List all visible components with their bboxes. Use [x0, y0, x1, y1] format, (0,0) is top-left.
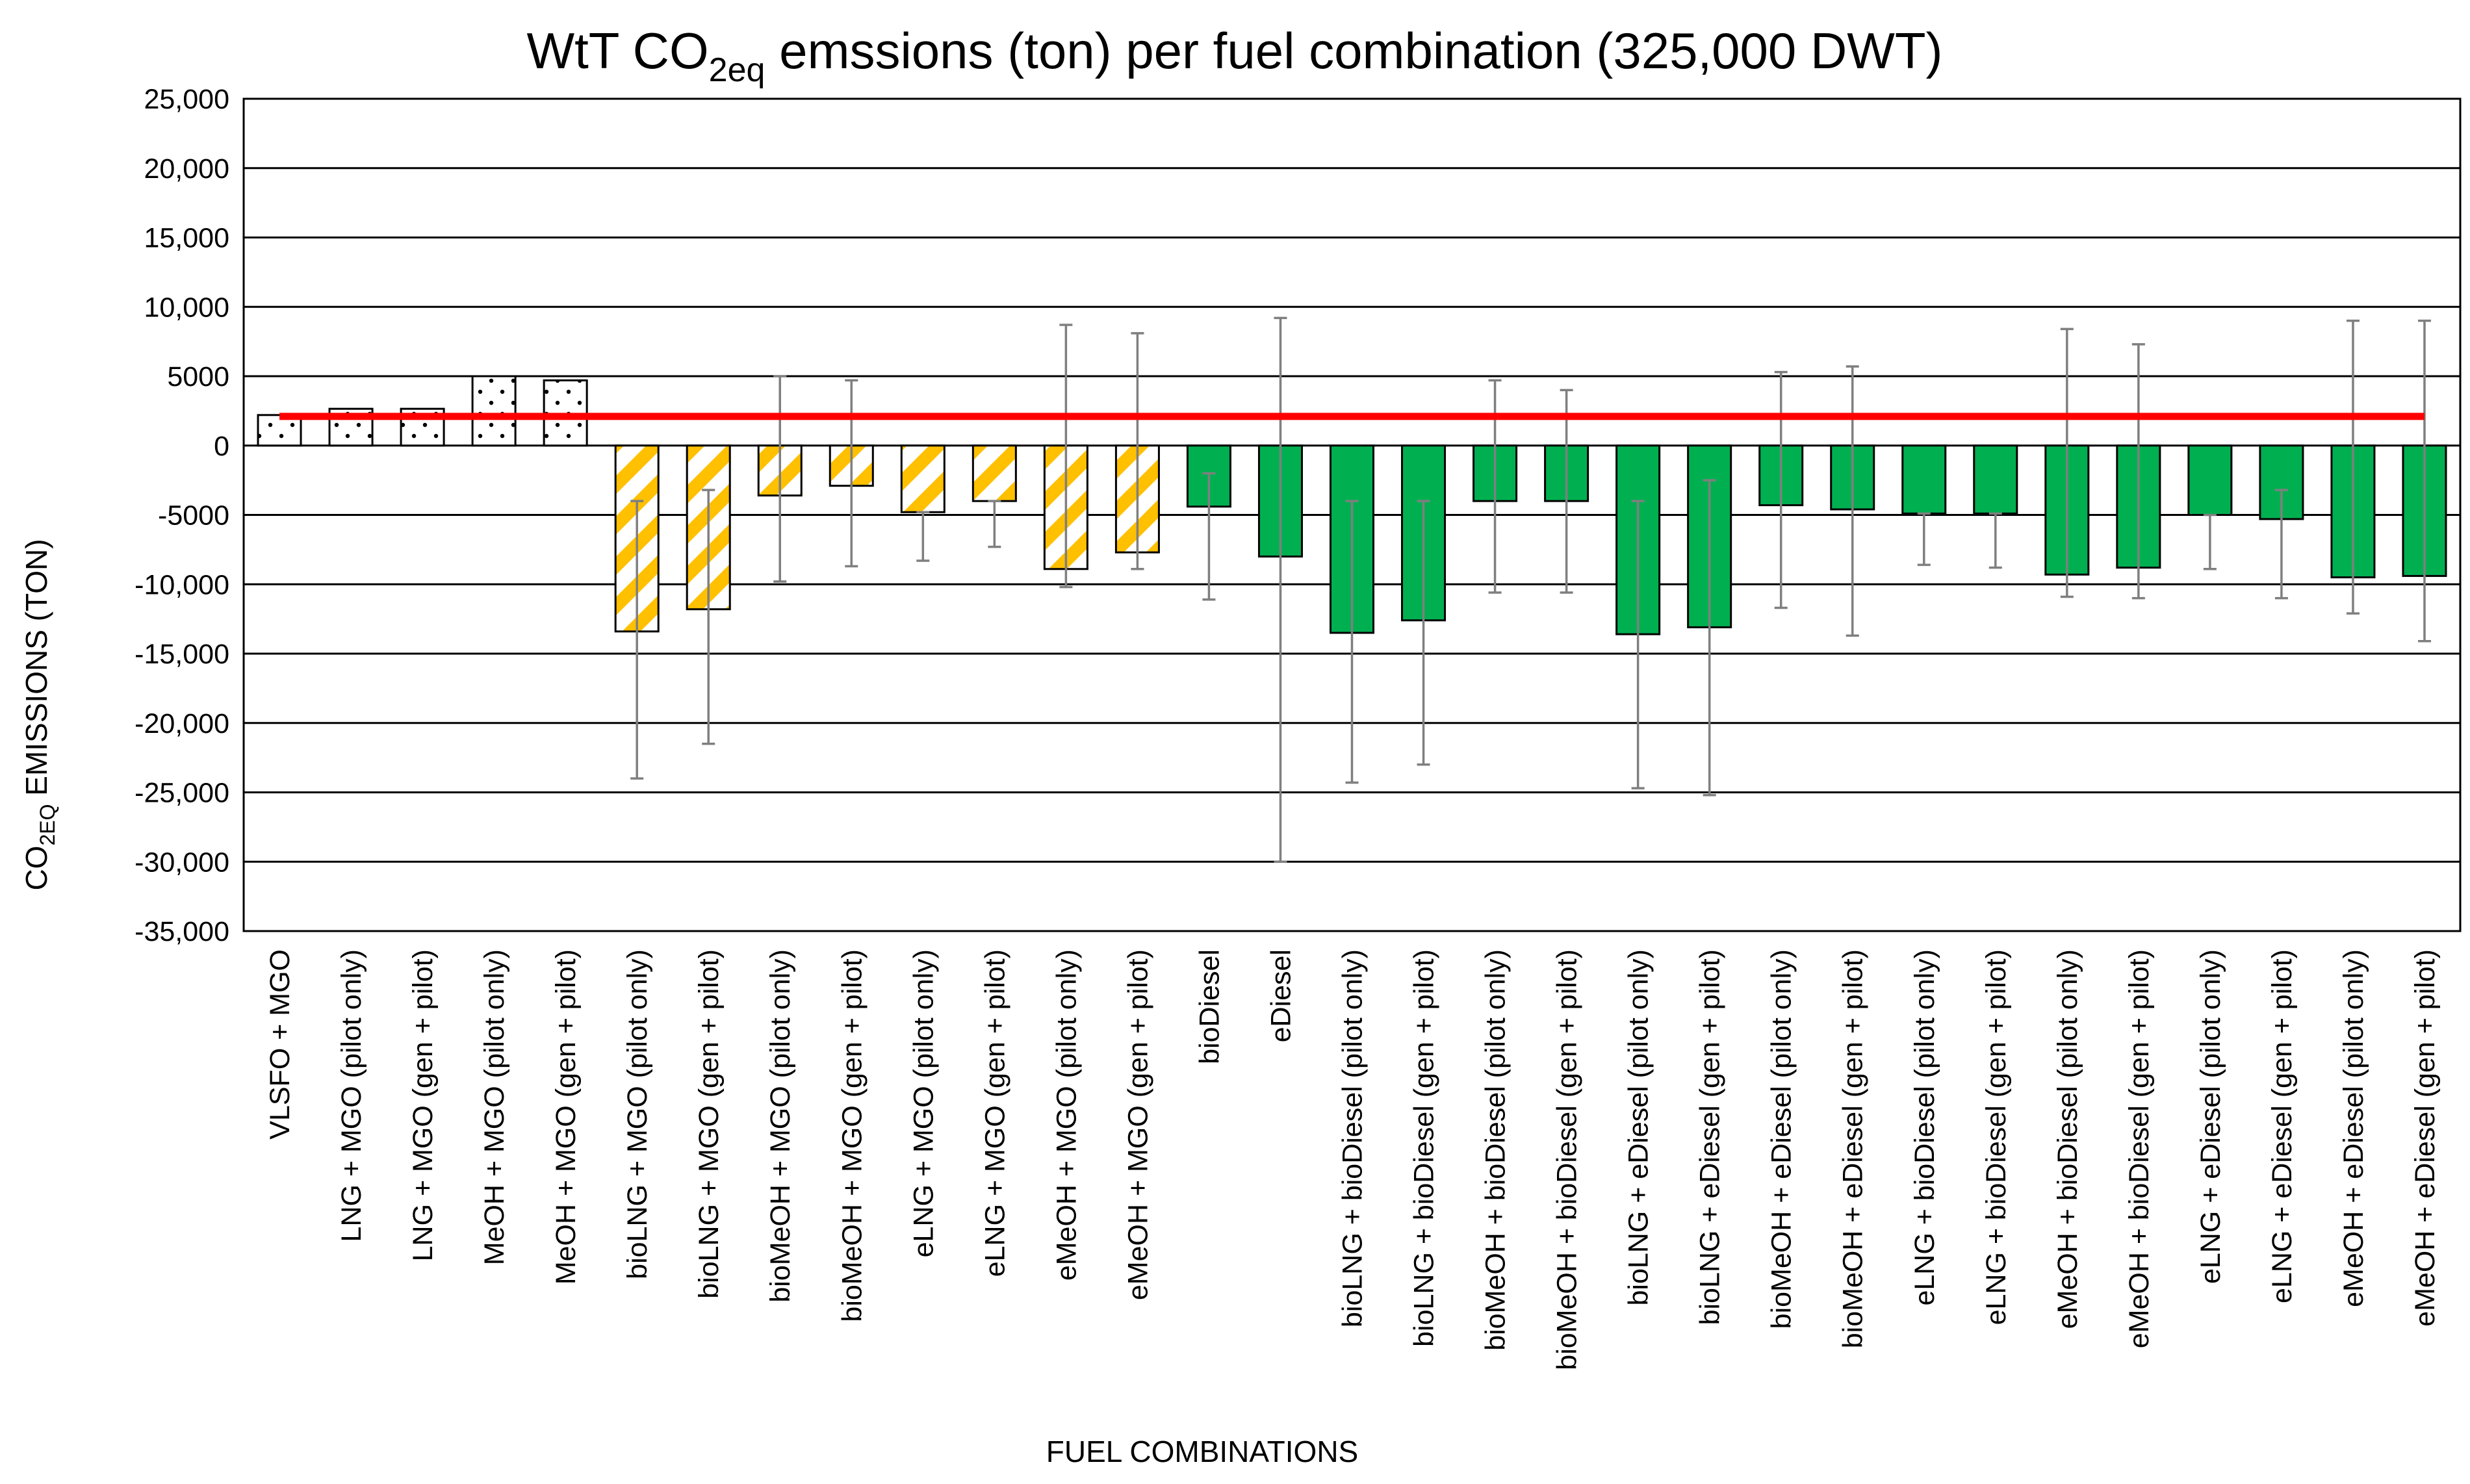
- x-category-label: eLNG + eDiesel (pilot only): [2195, 949, 2226, 1284]
- bar: [900, 444, 946, 513]
- x-category-label: MeOH + MGO (pilot only): [479, 949, 510, 1265]
- y-tick-label: -35,000: [135, 916, 229, 947]
- x-category-label: eLNG + bioDiesel (pilot only): [1909, 949, 1940, 1306]
- x-category-label: bioLNG + eDiesel (pilot only): [1623, 949, 1654, 1306]
- y-tick-label: -30,000: [135, 847, 229, 878]
- y-tick-label: -5000: [158, 500, 229, 531]
- x-category-label: bioMeOH + bioDiesel (gen + pilot): [1552, 949, 1583, 1370]
- y-tick-label: 25,000: [144, 84, 229, 115]
- x-category-label: bioMeOH + MGO (gen + pilot): [836, 949, 868, 1322]
- x-category-label: bioMeOH + bioDiesel (pilot only): [1480, 949, 1512, 1351]
- plot-area-frame: [242, 97, 2462, 932]
- x-category-label: bioLNG + bioDiesel (pilot only): [1337, 949, 1369, 1327]
- x-category-label: eMeOH + bioDiesel (pilot only): [2052, 949, 2083, 1329]
- y-tick-label: 15,000: [144, 223, 229, 254]
- y-tick-label: -15,000: [135, 639, 229, 670]
- x-category-label: bioMeOH + eDiesel (pilot only): [1766, 949, 1797, 1329]
- y-axis-title: CO2EQ EMISSIONS (TON): [19, 539, 59, 890]
- x-category-label: bioMeOH + MGO (pilot only): [765, 949, 796, 1303]
- x-axis-category-labels: VLSFO + MGO LNG + MGO (pilot only) LNG + M…: [264, 949, 2441, 1370]
- y-tick-label: 10,000: [144, 292, 229, 323]
- x-category-label: eLNG + bioDiesel (gen + pilot): [1981, 949, 2012, 1325]
- x-category-label: LNG + MGO (pilot only): [336, 949, 367, 1242]
- x-category-label: bioLNG + bioDiesel (gen + pilot): [1409, 949, 1440, 1347]
- x-category-label: VLSFO + MGO: [264, 949, 296, 1140]
- y-tick-label: 0: [214, 431, 229, 462]
- x-category-label: eMeOH + MGO (pilot only): [1051, 949, 1082, 1281]
- x-category-label: eLNG + eDiesel (gen + pilot): [2267, 949, 2298, 1303]
- bar: [1973, 444, 2018, 515]
- x-category-label: eMeOH + eDiesel (gen + pilot): [2410, 949, 2441, 1327]
- x-category-label: bioLNG + MGO (gen + pilot): [693, 949, 725, 1299]
- x-category-label: eLNG + MGO (pilot only): [908, 949, 939, 1257]
- x-category-label: LNG + MGO (gen + pilot): [407, 949, 439, 1261]
- x-category-label: eMeOH + bioDiesel (gen + pilot): [2124, 949, 2155, 1348]
- bar: [2187, 444, 2233, 516]
- y-tick-label: 5000: [167, 361, 229, 392]
- bar: [257, 414, 302, 447]
- error-bars: [630, 316, 2431, 863]
- bar: [1901, 444, 1947, 515]
- y-tick-label: 20,000: [144, 153, 229, 185]
- x-category-label: bioDiesel: [1194, 949, 1225, 1064]
- bar: [471, 375, 517, 447]
- x-category-label: MeOH + MGO (gen + pilot): [550, 949, 582, 1285]
- x-category-label: eMeOH + eDiesel (pilot only): [2338, 949, 2369, 1307]
- bar: [971, 444, 1017, 502]
- chart-title: WtT CO2eq emssions (ton) per fuel combin…: [526, 22, 1942, 89]
- x-category-label: eDiesel: [1265, 949, 1296, 1042]
- x-category-label: bioLNG + MGO (pilot only): [622, 949, 653, 1279]
- x-category-label: eLNG + MGO (gen + pilot): [979, 949, 1010, 1277]
- x-axis-title: FUEL COMBINATIONS: [1046, 1435, 1358, 1468]
- y-tick-label: -25,000: [135, 778, 229, 809]
- y-tick-label: -10,000: [135, 569, 229, 600]
- y-axis-tick-labels: 25,000 20,000 15,000 10,000 5000 0 -5000 -10,00…: [135, 84, 229, 947]
- y-tick-label: -20,000: [135, 708, 229, 739]
- x-category-label: bioLNG + eDiesel (gen + pilot): [1695, 949, 1726, 1325]
- x-category-label: bioMeOH + eDiesel (gen + pilot): [1838, 949, 1869, 1348]
- x-category-label: eMeOH + MGO (gen + pilot): [1122, 949, 1153, 1300]
